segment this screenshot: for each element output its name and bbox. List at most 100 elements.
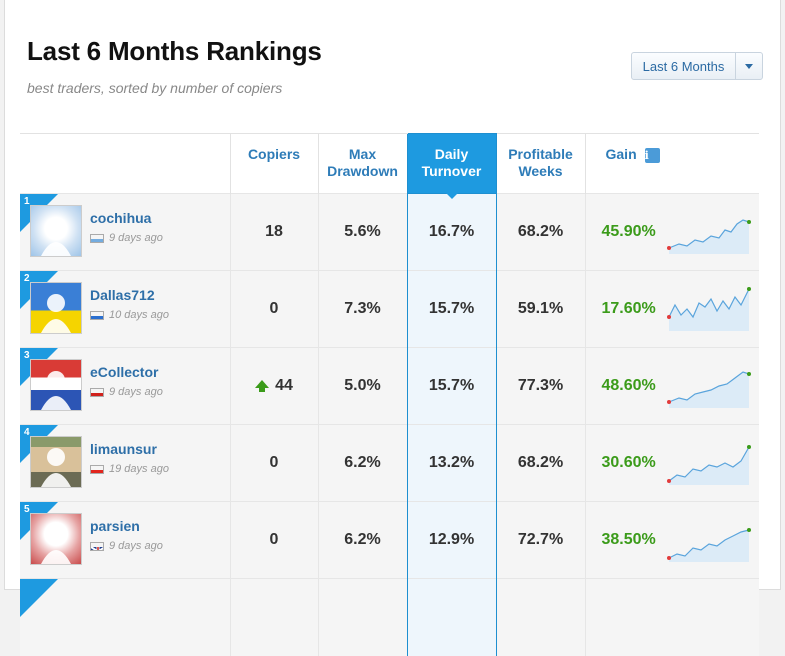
trader-meta: 19 days ago [90,463,230,475]
croatia-flag [90,387,104,397]
table-row[interactable]: 5 parsien 9 days ago 0 6.2% 12.9% 72.7% … [20,501,759,579]
avatar[interactable] [30,513,82,565]
max-drawdown-value: 5.6% [344,223,381,240]
gain-header-label: Gain [605,146,637,162]
rank-number: 5 [24,504,30,515]
copiers-value: 18 [265,223,283,240]
max-drawdown-column-header[interactable]: Max Drawdown [317,133,407,194]
trader-cell[interactable]: 4 limaunsur 19 days ago [20,424,230,502]
max-drawdown-header-line2: Drawdown [327,163,398,179]
gain-cell: 38.50% [584,501,759,579]
avatar[interactable] [30,205,82,257]
max-drawdown-value: 6.2% [344,454,381,471]
profitable-weeks-cell [495,578,585,656]
max-drawdown-value: 6.2% [344,531,381,548]
trader-cell[interactable]: 3 eCollector 9 days ago [20,347,230,425]
page-subtitle: best traders, sorted by number of copier… [27,80,283,96]
daily-turnover-cell: 12.9% [406,501,497,579]
rank-badge [20,579,58,617]
gain-column-header[interactable]: Gain i [584,133,759,194]
profitable-weeks-value: 72.7% [517,531,564,548]
profitable-weeks-column-header[interactable]: Profitable Weeks [495,133,585,194]
gain-value: 38.50% [601,531,656,548]
daily-turnover-value: 15.7% [428,377,475,394]
profitable-weeks-cell: 59.1% [495,270,585,348]
profitable-weeks-value: 68.2% [517,454,564,471]
trader-cell[interactable]: 5 parsien 9 days ago [20,501,230,579]
trader-name-link[interactable]: eCollector [90,364,159,380]
trader-cell[interactable]: 1 cochihua 9 days ago [20,193,230,271]
profitable-weeks-cell: 68.2% [495,424,585,502]
copiers-cell: 0 [229,270,318,348]
gain-cell [584,578,759,656]
trader-meta: 9 days ago [90,232,230,244]
period-dropdown[interactable]: Last 6 Months [631,52,763,80]
trader-cell[interactable] [20,578,230,656]
last-active: 19 days ago [109,463,169,475]
uk-flag [90,541,104,551]
gain-sparkline[interactable] [665,210,753,254]
avatar[interactable] [30,359,82,411]
gain-cell: 45.90% [584,193,759,271]
max-drawdown-value: 7.3% [344,300,381,317]
ukraine-flag [90,310,104,320]
copiers-cell: 0 [229,424,318,502]
profitable-weeks-value: 59.1% [517,300,564,317]
daily-turnover-cell: 15.7% [406,270,497,348]
trader-cell[interactable]: 2 Dallas712 10 days ago [20,270,230,348]
gain-value: 48.60% [601,377,656,394]
indonesia-flag [90,464,104,474]
last-active: 9 days ago [109,386,163,398]
table-row[interactable]: 1 cochihua 9 days ago 18 5.6% 16.7% 68.2… [20,193,759,271]
daily-turnover-cell: 16.7% [406,193,497,271]
max-drawdown-cell: 6.2% [317,424,407,502]
rank-number: 3 [24,350,30,361]
chevron-down-icon[interactable] [735,53,762,79]
rankings-table: Copiers Max Drawdown Daily Turnover Profit… [20,133,759,656]
max-drawdown-cell: 5.6% [317,193,407,271]
info-icon[interactable]: i [644,147,660,163]
gain-sparkline[interactable] [665,287,753,331]
copiers-cell: 18 [229,193,318,271]
page-title: Last 6 Months Rankings [27,36,322,66]
copiers-value: 44 [275,377,293,394]
max-drawdown-cell: 5.0% [317,347,407,425]
rank-number: 2 [24,273,30,284]
table-row[interactable] [20,578,759,656]
daily-turnover-value: 12.9% [428,531,475,548]
avatar[interactable] [30,436,82,488]
gain-cell: 17.60% [584,270,759,348]
trader-name-link[interactable]: parsien [90,518,140,534]
trader-name-link[interactable]: Dallas712 [90,287,155,303]
gain-sparkline[interactable] [665,364,753,408]
max-drawdown-cell: 6.2% [317,501,407,579]
gain-sparkline[interactable] [665,518,753,562]
profitable-weeks-cell: 68.2% [495,193,585,271]
trader-meta: 10 days ago [90,309,230,321]
copiers-cell: 44 [229,347,318,425]
gain-sparkline[interactable] [665,441,753,485]
table-row[interactable]: 4 limaunsur 19 days ago 0 6.2% 13.2% 68.… [20,424,759,502]
max-drawdown-value: 5.0% [344,377,381,394]
gain-value: 17.60% [601,300,656,317]
table-row[interactable]: 3 eCollector 9 days ago 44 5.0% 15.7% 77… [20,347,759,425]
profitable-weeks-header-line2: Weeks [518,163,563,179]
last-active: 9 days ago [109,232,163,244]
daily-turnover-column-header[interactable]: Daily Turnover [406,133,497,200]
max-drawdown-cell [317,578,407,656]
profitable-weeks-header-line1: Profitable [508,146,573,162]
argentina-flag [90,233,104,243]
daily-turnover-header-line2: Turnover [421,163,482,179]
gain-value: 30.60% [601,454,656,471]
table-row[interactable]: 2 Dallas712 10 days ago 0 7.3% 15.7% 59.… [20,270,759,348]
daily-turnover-cell: 13.2% [406,424,497,502]
period-dropdown-label[interactable]: Last 6 Months [642,58,725,74]
copiers-column-header[interactable]: Copiers [229,133,318,194]
copiers-value: 0 [269,531,279,548]
rank-number: 1 [24,196,30,207]
trader-name-link[interactable]: cochihua [90,210,152,226]
avatar[interactable] [30,282,82,334]
rank-number: 4 [24,427,30,438]
gain-cell: 30.60% [584,424,759,502]
trader-name-link[interactable]: limaunsur [90,441,157,457]
